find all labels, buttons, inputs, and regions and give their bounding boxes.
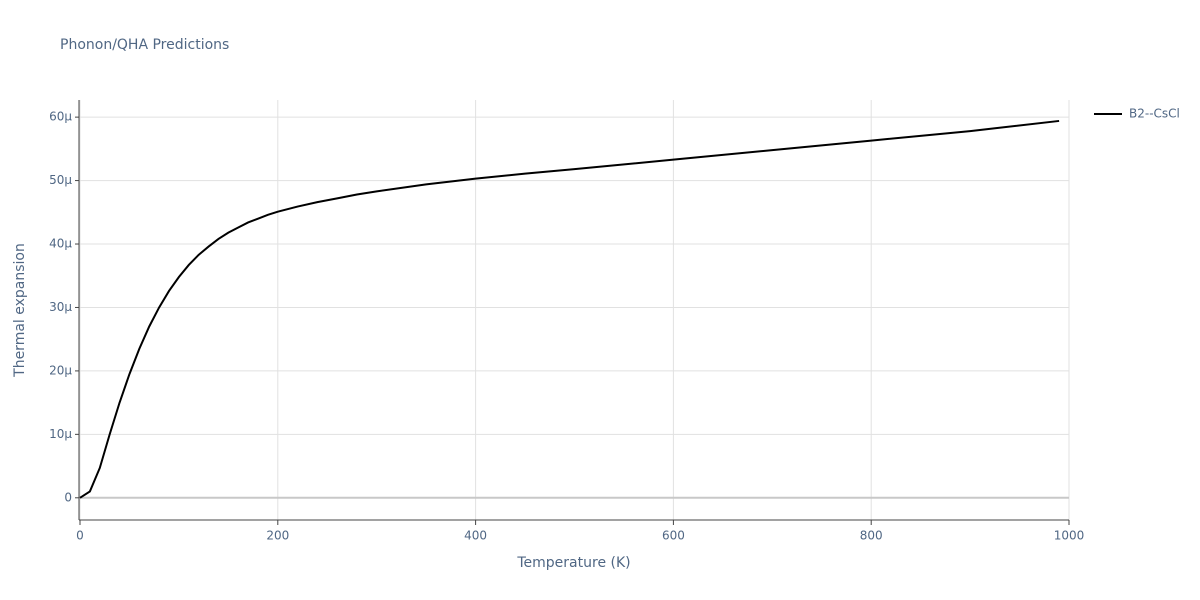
x-axis-title: Temperature (K) [516,555,630,571]
x-tick-label: 200 [266,529,289,543]
x-tick-label: 600 [662,529,685,543]
y-tick-label: 30µ [49,300,72,314]
y-tick-label: 10µ [49,427,72,441]
legend-label: B2--CsCl [1129,107,1180,121]
y-tick-label: 60µ [49,110,72,124]
x-tick-label: 0 [76,529,84,543]
x-tick-label: 400 [464,529,487,543]
x-tick-label: 1000 [1054,529,1085,543]
y-tick-label: 20µ [49,363,72,377]
y-tick-label: 50µ [49,173,72,187]
y-tick-label: 0 [64,490,72,504]
data-line [79,119,1060,499]
x-tick-label: 800 [860,529,883,543]
y-axis-title: Thermal expansion [12,243,28,378]
y-tick-label: 40µ [49,237,72,251]
chart-title: Phonon/QHA Predictions [60,37,229,53]
